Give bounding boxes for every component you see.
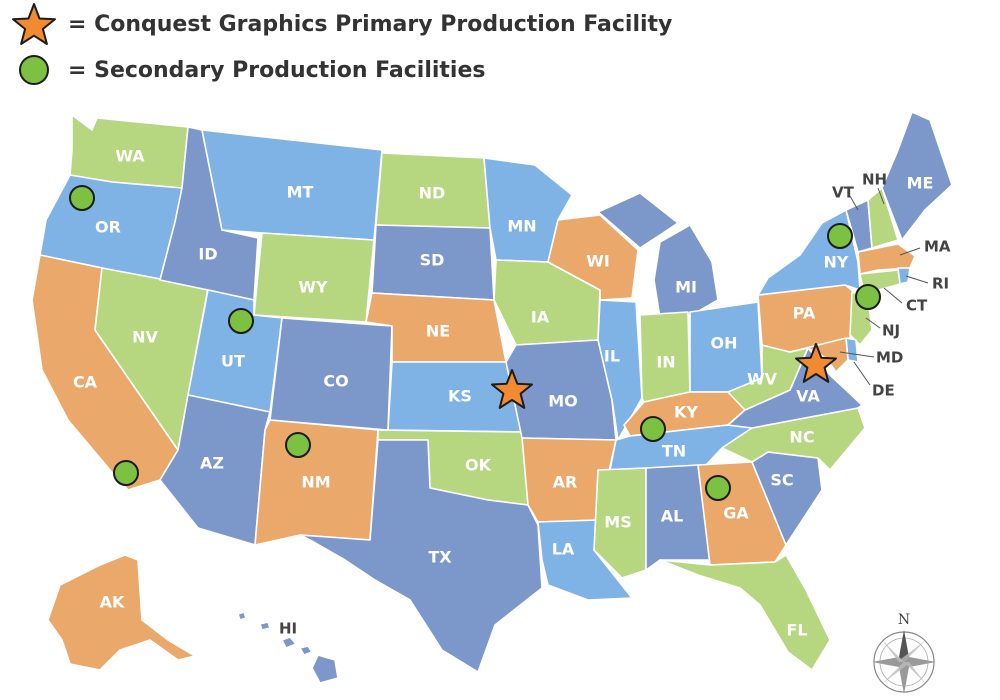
state-label-tx: TX bbox=[428, 548, 452, 567]
leader-ma bbox=[899, 247, 921, 256]
legend-circle-shape bbox=[19, 55, 49, 85]
state-label-in: IN bbox=[656, 353, 675, 372]
secondary-facility-marker-ca bbox=[113, 460, 139, 486]
secondary-facility-marker-nm bbox=[285, 432, 311, 458]
legend-primary-label: = Conquest Graphics Primary Production F… bbox=[68, 11, 673, 37]
secondary-facility-marker-tn bbox=[640, 416, 666, 442]
state-label-ga: GA bbox=[723, 504, 749, 523]
state-label-mi: MI bbox=[675, 278, 697, 297]
callout-labels: VT NH MA RI CT NJ MD DE HI bbox=[279, 171, 951, 638]
secondary-facility-marker-nj bbox=[855, 284, 881, 310]
leader-ct bbox=[883, 287, 903, 304]
state-az bbox=[159, 394, 271, 546]
state-label-ak: AK bbox=[100, 593, 125, 612]
state-label-hi: HI bbox=[279, 620, 297, 638]
state-label-va: VA bbox=[796, 387, 820, 406]
compass-north-label: N bbox=[898, 612, 910, 628]
state-label-il: IL bbox=[604, 347, 620, 366]
state-label-mo: MO bbox=[548, 392, 578, 411]
state-label-ny: NY bbox=[824, 253, 849, 272]
compass-rose-icon: N bbox=[872, 612, 936, 694]
state-labels: WA OR CA ID NV MT WY UT AZ CO NM ND SD N… bbox=[73, 147, 933, 640]
state-label-ms: MS bbox=[604, 513, 631, 532]
secondary-facility-marker-or bbox=[69, 185, 95, 211]
state-ms bbox=[593, 467, 647, 579]
star-icon bbox=[12, 3, 56, 45]
state-tx bbox=[299, 439, 543, 673]
legend-secondary-label: = Secondary Production Facilities bbox=[68, 57, 486, 83]
state-label-fl: FL bbox=[786, 621, 807, 640]
secondary-facility-marker-ga bbox=[705, 475, 731, 501]
states-layer bbox=[31, 111, 953, 684]
state-label-nm: NM bbox=[301, 473, 330, 492]
state-label-al: AL bbox=[661, 507, 684, 526]
state-label-ct: CT bbox=[906, 297, 928, 315]
state-hi bbox=[237, 611, 339, 684]
legend-primary-row: = Conquest Graphics Primary Production F… bbox=[10, 3, 673, 45]
leader-vt bbox=[849, 195, 859, 211]
state-label-ia: IA bbox=[531, 308, 550, 327]
state-fl bbox=[659, 554, 831, 671]
state-label-me: ME bbox=[907, 174, 934, 193]
state-label-vt: VT bbox=[832, 184, 855, 202]
state-label-nc: NC bbox=[789, 428, 814, 447]
leader-md bbox=[839, 351, 875, 358]
state-label-nv: NV bbox=[132, 328, 158, 347]
state-label-wy: WY bbox=[298, 278, 328, 297]
state-label-mt: MT bbox=[287, 183, 314, 202]
state-label-sc: SC bbox=[770, 471, 793, 490]
state-mi bbox=[597, 192, 719, 319]
state-label-co: CO bbox=[323, 372, 348, 391]
state-label-ne: NE bbox=[426, 322, 450, 341]
state-label-az: AZ bbox=[200, 454, 224, 473]
state-label-la: LA bbox=[552, 540, 575, 559]
leader-nh bbox=[877, 187, 885, 205]
map-legend: = Conquest Graphics Primary Production F… bbox=[10, 2, 730, 92]
state-label-ok: OK bbox=[465, 456, 492, 475]
state-label-ca: CA bbox=[73, 373, 98, 392]
state-label-oh: OH bbox=[711, 334, 738, 353]
leader-de bbox=[853, 361, 871, 386]
secondary-facility-marker-ut bbox=[228, 308, 254, 334]
legend-star-shape bbox=[12, 3, 56, 45]
state-label-md: MD bbox=[876, 349, 903, 367]
primary-facility-star-va bbox=[795, 343, 837, 383]
state-ak bbox=[47, 554, 196, 671]
state-label-pa: PA bbox=[793, 304, 816, 323]
state-me bbox=[881, 111, 953, 241]
state-label-nd: ND bbox=[419, 184, 446, 203]
state-label-wa: WA bbox=[115, 147, 145, 166]
state-label-ut: UT bbox=[221, 352, 245, 371]
facility-markers bbox=[69, 185, 881, 501]
state-label-ky: KY bbox=[674, 403, 698, 422]
state-label-sd: SD bbox=[420, 251, 445, 270]
state-wi bbox=[547, 214, 639, 301]
leader-nj bbox=[865, 317, 881, 329]
state-label-or: OR bbox=[95, 218, 121, 237]
state-label-wv: WV bbox=[747, 370, 778, 389]
state-nh bbox=[867, 187, 899, 249]
state-label-wi: WI bbox=[586, 252, 610, 271]
state-label-mn: MN bbox=[507, 217, 536, 236]
primary-facility-star-ks bbox=[491, 369, 533, 409]
state-label-nh: NH bbox=[862, 171, 887, 189]
state-label-ks: KS bbox=[448, 387, 472, 406]
legend-secondary-row: = Secondary Production Facilities bbox=[10, 50, 485, 90]
state-label-tn: TN bbox=[662, 442, 686, 461]
circle-icon bbox=[19, 55, 49, 85]
state-label-de: DE bbox=[872, 382, 895, 400]
state-label-ri: RI bbox=[932, 275, 949, 293]
state-label-id: ID bbox=[198, 245, 217, 264]
state-label-ar: AR bbox=[553, 473, 578, 492]
state-label-ma: MA bbox=[924, 238, 951, 256]
secondary-facility-marker-ny bbox=[827, 223, 853, 249]
state-md bbox=[789, 337, 849, 373]
leader-ri bbox=[905, 275, 929, 284]
state-label-nj: NJ bbox=[882, 322, 900, 340]
state-al bbox=[645, 464, 711, 571]
